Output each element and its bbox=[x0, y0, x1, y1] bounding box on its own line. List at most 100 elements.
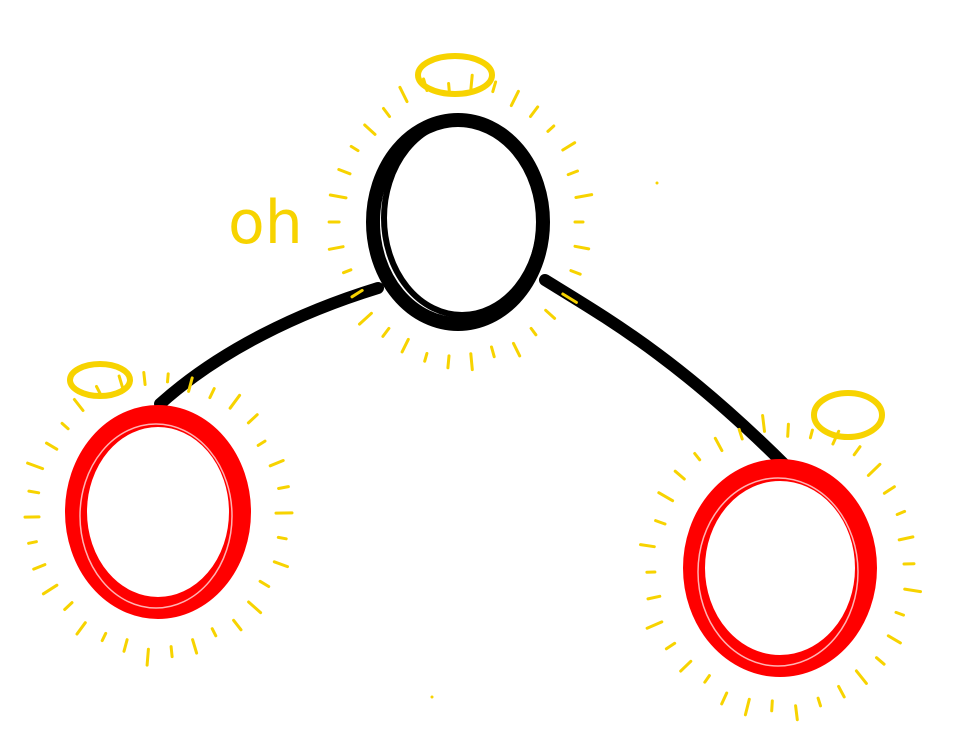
glow-tick bbox=[546, 124, 556, 133]
glow-tick bbox=[854, 669, 868, 685]
glow-tick bbox=[529, 105, 540, 118]
glow-tick bbox=[72, 398, 85, 412]
glow-tick bbox=[191, 638, 199, 655]
glow-tick bbox=[142, 371, 147, 386]
glow-tick bbox=[808, 428, 814, 440]
glow-tick bbox=[228, 393, 242, 410]
glow-tick bbox=[897, 535, 915, 542]
label-oh: oh bbox=[228, 188, 303, 258]
glow-tick bbox=[342, 268, 353, 275]
glow-tick bbox=[337, 168, 352, 176]
glow-tick bbox=[145, 647, 150, 667]
glow-tick bbox=[247, 600, 263, 615]
glow-tick bbox=[469, 352, 474, 372]
glow-tick bbox=[654, 519, 667, 526]
glow-tick bbox=[875, 656, 886, 666]
glow-tick bbox=[400, 337, 410, 354]
glow-tick bbox=[166, 372, 170, 384]
glow-tick bbox=[561, 292, 578, 304]
glow-tick bbox=[720, 691, 729, 706]
glow-tick bbox=[743, 697, 751, 717]
glow-tick bbox=[894, 610, 905, 617]
glow-tick bbox=[423, 352, 429, 363]
glow-tick bbox=[713, 436, 724, 453]
glow-tick bbox=[882, 485, 896, 495]
node-center bbox=[327, 53, 594, 372]
glow-tick bbox=[657, 491, 675, 503]
glow-tick bbox=[646, 594, 662, 601]
glow-tick bbox=[679, 659, 693, 673]
glow-tick bbox=[490, 345, 496, 359]
glow-tick bbox=[60, 421, 70, 431]
glow-tick bbox=[100, 631, 108, 643]
glow-tick bbox=[673, 469, 686, 481]
glow-tick bbox=[866, 462, 882, 477]
speck bbox=[655, 181, 659, 185]
edge-center-left bbox=[154, 282, 384, 410]
glow-tick bbox=[358, 311, 373, 326]
glow-tick bbox=[816, 696, 822, 708]
edge-center-right bbox=[539, 274, 796, 476]
glow-tick bbox=[566, 169, 579, 177]
glow-tick bbox=[32, 563, 47, 571]
glow-tick bbox=[903, 587, 922, 594]
glow-tick bbox=[737, 427, 744, 441]
glow-tick bbox=[232, 618, 243, 632]
glow-tick bbox=[852, 445, 862, 457]
glow-tick bbox=[169, 645, 174, 659]
node-right-glow bbox=[639, 414, 922, 722]
glow-tick bbox=[328, 193, 348, 200]
glow-tick bbox=[469, 73, 474, 91]
glow-tick bbox=[761, 414, 766, 433]
glow-tick bbox=[350, 288, 364, 299]
glow-tick bbox=[382, 107, 391, 118]
glow-tick bbox=[63, 601, 74, 611]
glow-tick bbox=[491, 80, 498, 94]
glow-tick bbox=[272, 560, 289, 569]
glow-tick bbox=[268, 459, 285, 468]
node-right-halo bbox=[811, 390, 885, 440]
glow-tick bbox=[210, 627, 218, 638]
glow-tick bbox=[895, 509, 907, 516]
speck bbox=[430, 695, 434, 699]
glow-tick bbox=[770, 699, 774, 713]
glow-tick bbox=[26, 461, 45, 471]
glow-tick bbox=[208, 387, 216, 400]
glow-tick bbox=[381, 326, 391, 338]
glow-tick bbox=[27, 540, 38, 545]
glow-tick bbox=[573, 244, 591, 251]
glow-tick bbox=[837, 684, 846, 699]
glow-tick bbox=[693, 452, 702, 462]
glow-tick bbox=[529, 326, 538, 337]
glow-tick bbox=[639, 543, 656, 549]
node-center-halo bbox=[415, 53, 495, 97]
glow-tick bbox=[276, 535, 288, 541]
glow-tick bbox=[27, 489, 41, 495]
glow-tick bbox=[75, 621, 87, 636]
glow-tick bbox=[446, 354, 451, 370]
glow-tick bbox=[574, 193, 594, 199]
glow-tick bbox=[398, 85, 409, 104]
node-left bbox=[23, 361, 294, 667]
glow-tick bbox=[512, 341, 522, 358]
glow-tick bbox=[703, 674, 711, 684]
glow-tick bbox=[664, 641, 677, 651]
glow-tick bbox=[509, 89, 520, 108]
glow-tick bbox=[544, 308, 557, 320]
glow-tick bbox=[569, 269, 582, 276]
glow-tick bbox=[277, 485, 290, 490]
glow-tick bbox=[886, 634, 902, 645]
glow-tick bbox=[187, 376, 194, 393]
glow-tick bbox=[45, 441, 59, 451]
glow-tick bbox=[561, 141, 577, 152]
glow-tick bbox=[41, 583, 59, 596]
glow-tick bbox=[258, 579, 271, 588]
glow-tick bbox=[447, 82, 451, 93]
glow-tick bbox=[122, 638, 129, 653]
node-left-halo bbox=[67, 361, 133, 399]
glow-tick bbox=[645, 620, 664, 630]
glow-tick bbox=[363, 123, 377, 136]
glow-tick bbox=[327, 245, 345, 251]
glow-tick bbox=[349, 144, 360, 153]
